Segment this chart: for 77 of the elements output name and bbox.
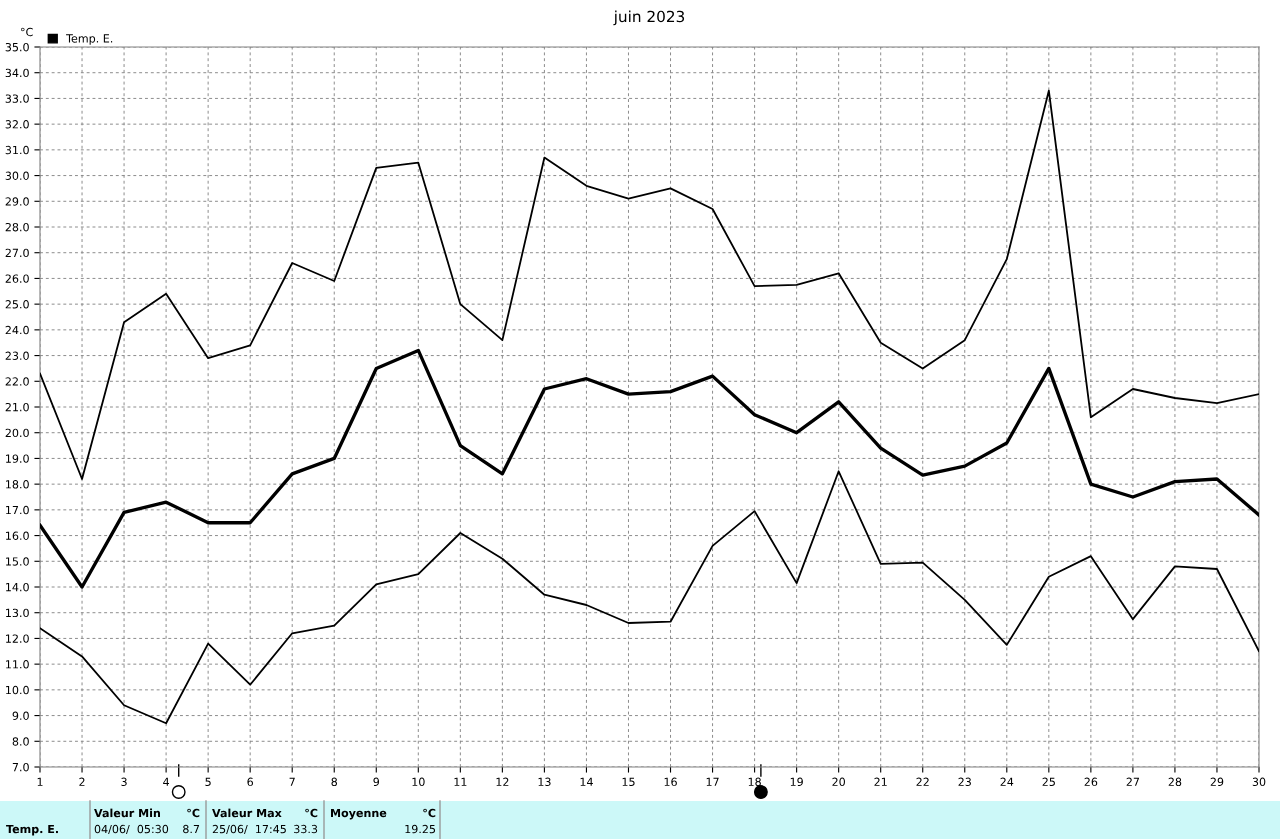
text: 04/06/ 05:30	[94, 824, 169, 835]
x-tick-label: 29	[1210, 777, 1224, 787]
text: 25/06/ 17:45	[212, 824, 286, 835]
text: °C	[187, 808, 200, 818]
x-tick-label: 21	[874, 777, 887, 786]
y-tick-label: 17.0	[6, 505, 29, 515]
y-tick-label: 15.0	[6, 557, 29, 566]
y-tick-label: 7.0	[12, 762, 29, 772]
x-tick-label: 20	[832, 777, 845, 787]
chart-title: juin 2023	[613, 10, 685, 26]
x-tick-label: 6	[247, 777, 254, 787]
line-series	[40, 348, 1259, 589]
y-axis-title: °C	[21, 27, 33, 37]
y-tick-label: 30.0	[5, 171, 29, 180]
x-tick-label: 30	[1252, 777, 1266, 787]
x-tick-label: 15	[622, 777, 635, 787]
x-tick-label: 27	[1126, 777, 1140, 786]
y-tick-label: 24.0	[5, 325, 29, 335]
legend-label: Temp. E.	[66, 34, 113, 45]
x-tick-label: 17	[706, 777, 719, 786]
y-tick-label: 19.0	[6, 454, 29, 463]
y-tick-label: 29.0	[5, 197, 29, 206]
y-tick-label: 21.0	[5, 402, 29, 412]
y-tick-label: 32.0	[5, 120, 29, 129]
y-tick-label: 33.0	[5, 94, 29, 103]
y-tick-label: 14.0	[6, 582, 29, 592]
x-tick-label: 22	[916, 777, 929, 786]
y-tick-label: 26.0	[5, 274, 29, 283]
x-tick-label: 9	[373, 777, 380, 787]
x-tick-label: 25	[1042, 777, 1055, 787]
y-tick-label: 18.0	[6, 480, 29, 489]
text: 19.25	[405, 824, 436, 834]
text: 33.3	[294, 824, 318, 834]
text: Temp. E.	[6, 824, 58, 836]
y-tick-label: 9.0	[12, 711, 29, 720]
x-tick-label: 11	[454, 777, 467, 786]
y-tick-label: 10.0	[6, 685, 29, 695]
text: Moyenne	[331, 808, 387, 820]
x-tick-label: 1	[37, 777, 43, 786]
y-tick-label: 28.0	[5, 222, 29, 232]
x-tick-label: 12	[496, 777, 509, 786]
y-tick-label: 34.0	[5, 68, 29, 78]
y-tick-label: 12.0	[6, 634, 29, 643]
text: Valeur Min	[94, 808, 160, 818]
x-tick-label: 7	[289, 777, 295, 786]
y-tick-label: 27.0	[5, 248, 29, 258]
x-tick-label: 28	[1168, 777, 1182, 787]
y-tick-label: 13.0	[6, 608, 29, 618]
x-tick-label: 26	[1084, 777, 1098, 787]
x-tick-label: 8	[331, 777, 338, 787]
x-tick-label: 13	[538, 777, 551, 787]
x-tick-label: 14	[580, 777, 593, 786]
y-tick-label: 16.0	[6, 531, 29, 540]
text: Valeur Max	[212, 808, 282, 818]
x-tick-label: 3	[121, 777, 127, 787]
x-tick-label: 16	[664, 777, 677, 787]
x-tick-label: 4	[163, 777, 170, 786]
line-series	[40, 470, 1259, 725]
y-tick-label: 35.0	[5, 42, 29, 52]
x-tick-label: 5	[205, 777, 211, 787]
y-tick-label: 25.0	[5, 300, 29, 309]
x-tick-label: 18	[748, 777, 761, 787]
y-tick-label: 22.0	[5, 377, 29, 386]
text: 8.7	[183, 824, 200, 834]
x-tick-label: 24	[1000, 777, 1014, 786]
y-tick-label: 23.0	[5, 351, 29, 360]
text: °C	[423, 808, 436, 818]
x-tick-label: 19	[790, 777, 803, 787]
text: °C	[305, 808, 318, 818]
x-tick-label: 10	[412, 777, 425, 787]
y-tick-label: 31.0	[5, 145, 29, 155]
x-tick-label: 2	[79, 777, 85, 786]
y-tick-label: 20.0	[5, 428, 29, 438]
y-tick-label: 11.0	[6, 660, 29, 669]
y-tick-label: 8.0	[12, 737, 29, 746]
x-tick-label: 23	[958, 777, 971, 787]
line-series	[40, 89, 1259, 480]
